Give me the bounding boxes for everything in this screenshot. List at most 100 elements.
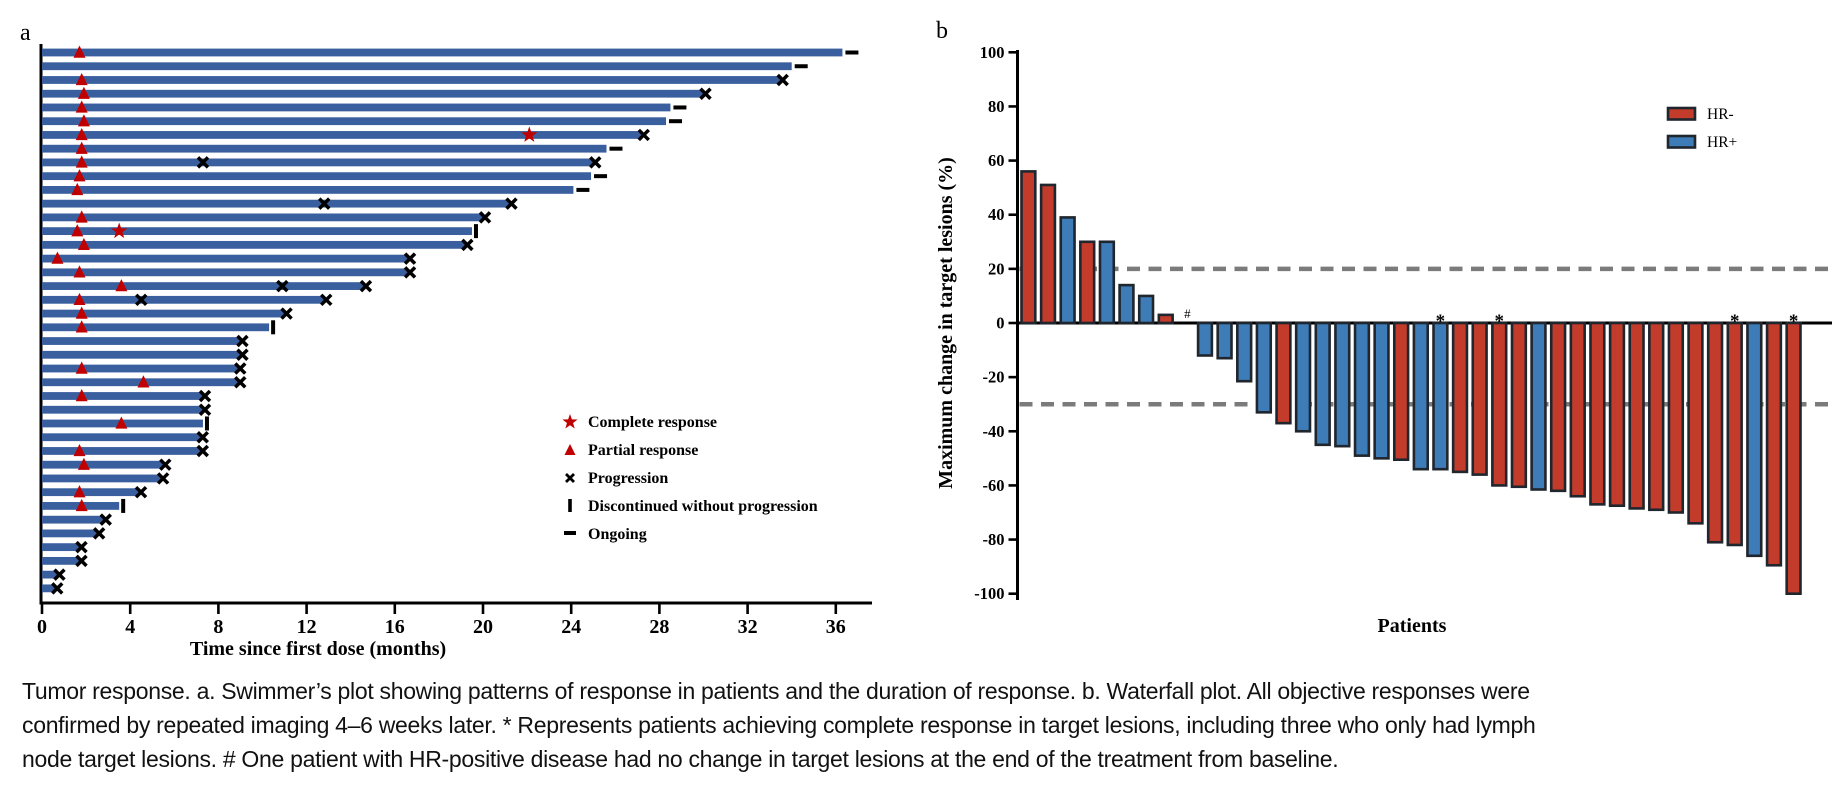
- marker-progression: [159, 458, 172, 471]
- waterfall-bar: [1765, 321, 1783, 567]
- waterfall-bar: [1275, 321, 1292, 425]
- swimmer-bar: [42, 199, 510, 208]
- caption-line-2: confirmed by repeated imaging 4–6 weeks …: [22, 712, 1536, 738]
- legend-label: Ongoing: [588, 526, 647, 543]
- y-tick-label: -60: [983, 476, 1005, 495]
- marker-progression: [280, 307, 293, 320]
- marker-progression: [589, 156, 602, 169]
- caption-line-1: Tumor response. a. Swimmer’s plot showin…: [22, 678, 1530, 704]
- waterfall-bar: [1314, 321, 1331, 447]
- x-tick-label: 36: [826, 616, 846, 638]
- marker-partial-response: [75, 389, 88, 402]
- waterfall-bar: [1432, 321, 1449, 471]
- marker-progression: [134, 485, 148, 499]
- marker-partial-response: [75, 72, 88, 86]
- x-tick-label: 4: [125, 616, 135, 638]
- marker-progression: [75, 554, 88, 568]
- figure-caption: Tumor response. a. Swimmer’s plot showin…: [22, 674, 1822, 776]
- waterfall-bar: [1510, 321, 1528, 489]
- y-tick-label: 60: [988, 151, 1005, 170]
- marker-ongoing: [794, 64, 808, 69]
- marker-ongoing: [669, 119, 683, 124]
- waterfall-bar: [1196, 321, 1214, 357]
- legend-label: Discontinued without progression: [588, 498, 818, 515]
- waterfall-bar: [1628, 321, 1645, 510]
- waterfall-bar: [1216, 321, 1233, 360]
- marker-partial-response: [73, 45, 86, 58]
- legend-label: Progression: [588, 470, 668, 487]
- legend-swatch: [1666, 106, 1697, 121]
- marker-progression: [234, 362, 247, 375]
- marker-ongoing: [609, 146, 623, 151]
- marker-progression: [75, 540, 88, 554]
- marker-progression: [403, 266, 417, 279]
- swimmer-bar: [42, 364, 239, 373]
- marker-progression: [99, 513, 112, 526]
- waterfall-bar: [1373, 321, 1390, 460]
- swimmer-bar: [42, 309, 285, 318]
- marker-partial-response: [75, 498, 88, 512]
- swimmer-bar: [42, 584, 56, 593]
- swimmer-bar: [42, 144, 607, 153]
- waterfall-bar: [1059, 216, 1076, 325]
- marker-progression: [318, 197, 331, 210]
- marker-partial-response: [115, 279, 128, 292]
- panel-a-label: a: [20, 20, 31, 46]
- marker-discontinued: [204, 416, 209, 431]
- marker-ongoing: [576, 187, 590, 192]
- swimmer-bar: [42, 213, 483, 222]
- marker-progression: [359, 279, 373, 293]
- marker-progression: [53, 568, 66, 581]
- marker-partial-response: [73, 169, 86, 182]
- legend-vbar-icon: [568, 499, 572, 512]
- swimmer-bar: [42, 515, 104, 524]
- waterfall-bar: [1471, 321, 1488, 476]
- swimmer-bar: [42, 543, 80, 552]
- marker-partial-response: [75, 306, 88, 319]
- y-tick-label: 40: [988, 205, 1005, 224]
- waterfall-bar: [1353, 321, 1371, 457]
- swimmer-bar: [42, 158, 594, 167]
- marker-partial-response: [75, 155, 88, 168]
- caption-line-3: node target lesions. # One patient with …: [22, 746, 1339, 772]
- waterfall-bar: [1392, 321, 1410, 462]
- y-tick-label: 0: [996, 314, 1004, 333]
- marker-partial-response: [115, 416, 128, 429]
- marker-progression: [776, 73, 789, 87]
- marker-progression: [276, 279, 289, 293]
- complete-response-asterisk-marker: *: [1436, 311, 1446, 332]
- marker-partial-response: [77, 86, 90, 99]
- waterfall-bar: [1118, 283, 1135, 325]
- complete-response-asterisk-marker: *: [1495, 311, 1505, 332]
- legend-swatch: [1666, 134, 1697, 149]
- x-tick-label: 20: [473, 616, 493, 638]
- x-tick-label: 28: [649, 616, 669, 638]
- legend-triangle-icon: [564, 444, 576, 455]
- marker-partial-response: [77, 457, 90, 470]
- marker-partial-response: [75, 210, 88, 223]
- swimmer-bar: [42, 268, 409, 277]
- marker-ongoing: [594, 174, 608, 179]
- marker-progression: [198, 403, 212, 416]
- legend-dash-icon: [564, 531, 576, 535]
- marker-partial-response: [77, 237, 90, 251]
- y-axis-title: Maximum change in target lesions (%): [935, 157, 957, 489]
- marker-partial-response: [77, 114, 90, 127]
- waterfall-bar: [1491, 321, 1508, 487]
- panel-b-label: b: [936, 18, 948, 44]
- legend-label: HR+: [1707, 134, 1737, 151]
- x-tick-label: 24: [561, 616, 581, 638]
- waterfall-plot: 100 80 60 40 20 0 -20 -40 -60 -80 -100 Maximum chan…: [935, 43, 1832, 637]
- swimmer-bar: [42, 392, 203, 400]
- swimmer-bar: [42, 89, 704, 98]
- marker-progression: [637, 128, 650, 142]
- swimmer-plot: 0 4 8 12 16 20 24 28 32 36 Time since first dose (…: [37, 44, 872, 660]
- marker-partial-response: [73, 265, 86, 278]
- swimmer-bar: [42, 240, 466, 249]
- waterfall-bar: [1236, 321, 1253, 383]
- waterfall-bar: [1412, 321, 1429, 471]
- swimmer-bar: [42, 172, 592, 181]
- swimmer-bar: [42, 570, 58, 579]
- marker-ongoing: [673, 105, 687, 110]
